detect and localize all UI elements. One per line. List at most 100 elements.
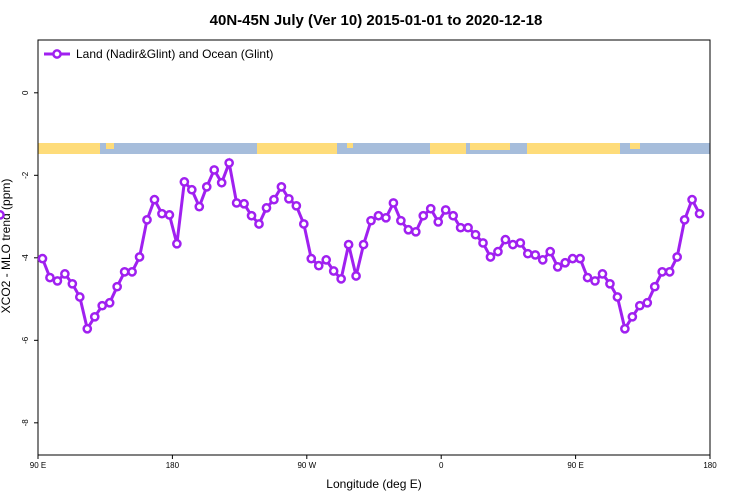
point [157,208,167,219]
point [313,260,324,271]
point [321,255,332,265]
point [149,194,160,205]
point [470,229,481,240]
point [216,177,227,188]
point [209,165,220,175]
point [97,300,108,311]
point [246,210,257,221]
point [45,272,55,283]
point [112,281,122,292]
point [649,281,660,292]
point [52,276,63,286]
point [515,238,526,248]
point [328,266,339,276]
plot-frame [37,39,711,456]
point [500,234,511,245]
point [642,297,653,308]
point [440,205,451,215]
chart-title: 40N-45N July (Ver 10) 2015-01-01 to 2020… [210,12,543,29]
x-tick-label: 90 W [297,461,316,470]
point [620,323,630,334]
point [396,215,406,226]
point [687,194,697,205]
point [381,212,391,223]
point [433,217,444,227]
point [164,210,175,220]
legend-marker [52,49,62,59]
point [664,266,675,277]
point [508,239,518,250]
point [276,182,287,192]
point [172,238,182,249]
point [567,253,578,264]
point [343,239,354,250]
point [552,262,563,272]
point [306,253,317,264]
point [358,239,369,250]
point [425,203,436,214]
point [388,198,399,208]
point [201,182,212,192]
series-line [41,157,701,333]
point [403,224,414,235]
point [575,253,585,264]
point [634,300,645,311]
point [545,246,556,257]
point [298,219,309,229]
y-tick-label: -6 [21,336,30,344]
point [336,274,346,284]
point [530,250,541,260]
point [127,266,137,277]
point [478,238,488,248]
point [269,194,279,205]
point [448,210,458,221]
point [582,272,593,283]
point [522,248,533,259]
point [537,255,548,265]
point [672,252,682,262]
y-tick-label: -4 [21,254,30,262]
point [679,215,690,225]
point [493,246,503,257]
point [627,311,638,322]
point [657,266,668,277]
point [0,210,5,220]
land-ocean-strip [38,143,710,154]
point [239,198,249,209]
x-tick-label: 0 [439,461,444,470]
y-tick-label: -2 [21,171,30,179]
point [694,208,705,219]
x-tick-label: 180 [166,461,180,470]
point [74,292,85,302]
point [89,311,100,322]
point [560,257,570,268]
point [418,210,429,221]
point [134,252,145,262]
point [261,203,272,213]
y-tick-label: -8 [21,419,30,427]
point [463,222,473,233]
point [284,193,294,204]
x-tick-label: 90 E [30,461,46,470]
point [37,253,48,264]
point [597,269,608,279]
point [291,200,302,211]
point [224,158,234,168]
point [612,292,623,302]
point [485,252,496,262]
point [186,184,197,195]
point [142,215,152,225]
y-axis-label: XCO2 - MLO trend (ppm) [0,179,13,314]
point [119,266,130,277]
point [231,198,242,208]
x-tick-label: 180 [703,461,717,470]
x-tick-label: 90 E [567,461,583,470]
point [104,297,115,308]
point [67,278,78,289]
point [254,219,264,229]
point [351,271,361,281]
point [373,210,384,221]
point [194,201,205,212]
point [60,269,70,279]
